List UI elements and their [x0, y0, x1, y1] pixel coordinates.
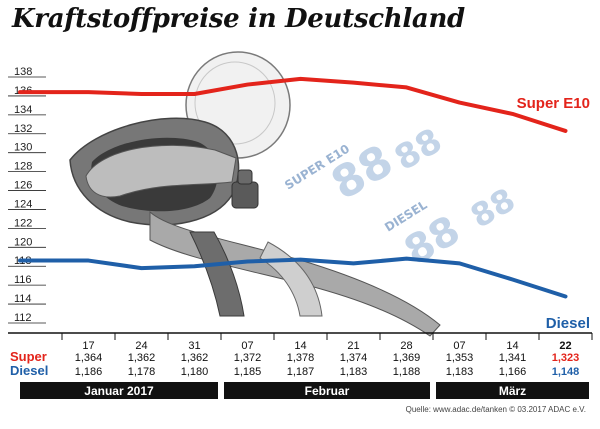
series-label-diesel: Diesel — [546, 315, 590, 332]
y-tick-label: 138 — [14, 66, 32, 78]
date-label: 24 — [135, 340, 147, 352]
y-tick-label: 112 — [14, 312, 32, 324]
y-axis: 1121141161181201221241261281301321341361… — [8, 66, 46, 324]
date-label: 14 — [294, 340, 306, 352]
table-value: 1,187 — [287, 366, 315, 378]
table-value: 1,374 — [340, 352, 368, 364]
date-label: 28 — [400, 340, 412, 352]
table-value: 1,323 — [552, 352, 580, 364]
table-value: 1,362 — [181, 352, 209, 364]
table-value: 1,353 — [446, 352, 474, 364]
y-tick-label: 130 — [14, 142, 32, 154]
table-value: 1,372 — [234, 352, 262, 364]
date-label: 31 — [188, 340, 200, 352]
series-layer: Super E10 Diesel — [18, 76, 590, 332]
y-tick-label: 120 — [14, 236, 32, 248]
table-value: 1,180 — [181, 366, 209, 378]
digital-digits-icon: 88 88 88 88 — [323, 121, 522, 275]
table-value: 1,362 — [128, 352, 156, 364]
date-label: 07 — [453, 340, 465, 352]
table-value: 1,183 — [446, 366, 474, 378]
table-value: 1,364 — [75, 352, 103, 364]
date-label: 21 — [347, 340, 359, 352]
y-tick-label: 134 — [14, 104, 32, 116]
table-value: 1,341 — [499, 352, 527, 364]
date-label: 17 — [82, 340, 94, 352]
svg-text:88: 88 — [464, 180, 522, 235]
month-label: Februar — [305, 384, 350, 398]
y-tick-label: 114 — [14, 293, 32, 305]
y-tick-label: 124 — [14, 198, 32, 210]
table-value: 1,369 — [393, 352, 421, 364]
month-bar — [224, 382, 430, 399]
y-tick-label: 126 — [14, 180, 32, 192]
y-tick-label: 116 — [14, 274, 32, 286]
series-line-super-e10 — [18, 76, 568, 133]
table-value: 1,166 — [499, 366, 527, 378]
row-label-super: Super — [10, 349, 47, 364]
price-table: 17 24 31 07 14 21 28 07 14 22 Super 1,364 1,362 1,362… — [8, 332, 593, 399]
y-tick-label: 132 — [14, 123, 32, 135]
table-value: 1,185 — [234, 366, 262, 378]
y-tick-label: 122 — [14, 217, 32, 229]
svg-text:88: 88 — [388, 121, 449, 179]
chart-title: Kraftstoffpreise in Deutschland — [12, 4, 465, 34]
month-bar — [436, 382, 589, 399]
y-tick-label: 128 — [14, 161, 32, 173]
row-label-diesel: Diesel — [10, 363, 48, 378]
date-label: 14 — [506, 340, 518, 352]
date-label: 07 — [241, 340, 253, 352]
month-label: März — [499, 384, 526, 398]
table-value: 1,378 — [287, 352, 315, 364]
table-value: 1,183 — [340, 366, 368, 378]
price-display-illustration: SUPER E10 DIESEL 88 88 88 88 — [282, 121, 521, 275]
table-value: 1,188 — [393, 366, 421, 378]
month-label: Januar 2017 — [84, 384, 154, 398]
source-note: Quelle: www.adac.de/tanken © 03.2017 ADA… — [405, 405, 586, 414]
series-label-super-e10: Super E10 — [517, 95, 590, 112]
month-bar — [20, 382, 218, 399]
table-value: 1,148 — [552, 366, 580, 378]
table-value: 1,186 — [75, 366, 103, 378]
table-value: 1,178 — [128, 366, 156, 378]
date-label: 22 — [559, 340, 571, 352]
